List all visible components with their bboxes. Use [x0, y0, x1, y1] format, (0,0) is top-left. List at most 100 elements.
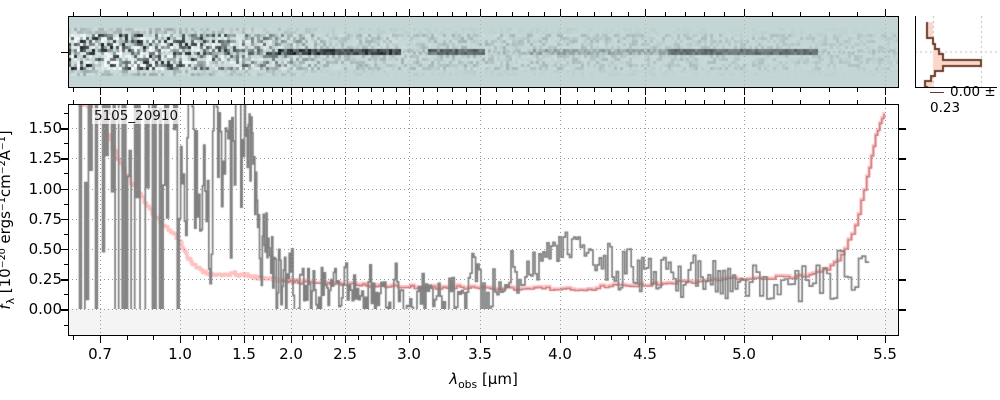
- xtick-minor: [772, 336, 774, 340]
- ytick-minor: [64, 128, 68, 130]
- ytick-minor: [64, 188, 68, 190]
- gridline-y-0.50: [68, 249, 899, 250]
- ytick-minor: [64, 324, 68, 326]
- ytick-major-right-0.75: [899, 218, 906, 221]
- ytick-minor: [64, 113, 68, 115]
- xtick-major-top-3.5: [480, 97, 482, 104]
- spec2d-gridline: [291, 16, 292, 88]
- xtick-minor-top: [301, 100, 303, 104]
- spec2d-xtick-minor: [437, 88, 439, 92]
- spec2d-xtick-minor: [772, 88, 774, 92]
- spectrum-1d-panel: [68, 104, 899, 336]
- xtick-major-top-3.0: [409, 97, 411, 104]
- ytick-major-right-1.25: [899, 158, 906, 160]
- xtick-minor-top: [383, 100, 385, 104]
- xtick-minor-top: [684, 100, 686, 104]
- xtick-minor: [253, 336, 255, 340]
- xtick-minor-top: [312, 100, 314, 104]
- xtick-minor: [594, 336, 595, 340]
- spec2d-xtick-minor-top: [828, 12, 830, 16]
- gridline-y-1.00: [68, 188, 899, 190]
- spec2d-xtick-major-top: [560, 9, 562, 16]
- spec2d-xtick-major-top: [645, 9, 647, 16]
- xtick-minor: [528, 336, 529, 340]
- spec2d-xtick-minor: [544, 88, 545, 92]
- spec2d-xtick-minor: [334, 88, 336, 92]
- xtick-minor: [664, 336, 666, 340]
- ytick-major-right-1.50: [899, 128, 906, 130]
- xtick-minor-top: [451, 100, 453, 104]
- xtick-minor: [423, 336, 425, 340]
- ytick-major-right-0.25: [899, 279, 906, 281]
- spec2d-xtick-minor-top: [383, 12, 385, 16]
- ytick-major-right-1.00: [899, 188, 906, 190]
- spec2d-gridline: [409, 16, 410, 88]
- xtick-major-1.0: [180, 336, 182, 343]
- xtick-minor-top: [231, 100, 233, 104]
- spec2d-gridline: [885, 16, 886, 88]
- xtick-minor-top: [664, 100, 666, 104]
- spec2d-xtick-major: [480, 88, 482, 95]
- xtick-minor-top: [628, 100, 629, 104]
- xtick-minor: [396, 336, 398, 340]
- spec2d-xtick-minor: [153, 88, 155, 92]
- spec2d-ytick-center: [61, 52, 68, 54]
- spec2d-xtick-minor-top: [312, 12, 314, 16]
- xtick-major-top-4.0: [560, 97, 562, 104]
- spec2d-xtick-minor-top: [357, 12, 359, 16]
- ytick-minor: [64, 203, 68, 205]
- xtick-label-4.5: 4.5: [633, 345, 657, 363]
- xtick-minor-top: [800, 100, 802, 104]
- spec2d-xtick-minor: [664, 88, 666, 92]
- xtick-minor: [544, 336, 545, 340]
- spec2d-xtick-minor: [126, 88, 128, 92]
- xtick-minor: [370, 336, 372, 340]
- xtick-minor: [262, 336, 264, 340]
- spec2d-xtick-minor-top: [205, 12, 207, 16]
- xtick-minor: [126, 336, 128, 340]
- ytick-minor: [64, 309, 68, 311]
- spec2d-xtick-minor-top: [370, 12, 372, 16]
- xtick-minor: [231, 336, 233, 340]
- spec2d-xtick-major-top: [180, 9, 182, 16]
- spec2d-xtick-minor: [465, 88, 467, 92]
- spec2d-xtick-minor: [396, 88, 398, 92]
- xtick-minor: [628, 336, 629, 340]
- spectrum-1d-frame: [68, 104, 899, 336]
- spec2d-xtick-major-top: [480, 9, 482, 16]
- xtick-minor: [192, 336, 194, 340]
- spec2d-xtick-major-top: [409, 9, 411, 16]
- xtick-minor: [323, 336, 325, 340]
- spec2d-xtick-major: [560, 88, 562, 95]
- gridline-x-5.5: [885, 104, 886, 336]
- spec2d-xtick-major: [180, 88, 182, 95]
- spec2d-xtick-minor-top: [594, 12, 595, 16]
- ytick-label-1.50: 1.50: [28, 119, 62, 138]
- xtick-minor-top: [323, 100, 325, 104]
- xtick-minor: [218, 336, 220, 340]
- xtick-minor-top: [611, 100, 612, 104]
- ytick-minor: [64, 143, 68, 145]
- spec2d-xtick-minor: [594, 88, 595, 92]
- spec2d-gridline: [100, 16, 101, 88]
- xtick-minor: [357, 336, 359, 340]
- xtick-minor: [437, 336, 439, 340]
- xtick-minor-top: [253, 100, 255, 104]
- xtick-major-2.5: [345, 336, 347, 343]
- spec2d-gridline: [645, 16, 646, 88]
- ytick-minor: [64, 158, 68, 160]
- xtick-minor: [828, 336, 830, 340]
- spec2d-xtick-major: [100, 88, 102, 95]
- xtick-minor: [73, 336, 75, 340]
- xtick-minor-top: [262, 100, 264, 104]
- xtick-major-top-1.5: [244, 97, 246, 104]
- xtick-major-top-2.5: [345, 97, 347, 104]
- xtick-minor-top: [594, 100, 595, 104]
- xtick-minor: [153, 336, 155, 340]
- spec2d-xtick-minor: [281, 88, 283, 92]
- xtick-major-4.0: [560, 336, 562, 343]
- xtick-minor-top: [423, 100, 425, 104]
- spec2d-xtick-minor: [512, 88, 513, 92]
- xtick-label-0.7: 0.7: [88, 345, 112, 363]
